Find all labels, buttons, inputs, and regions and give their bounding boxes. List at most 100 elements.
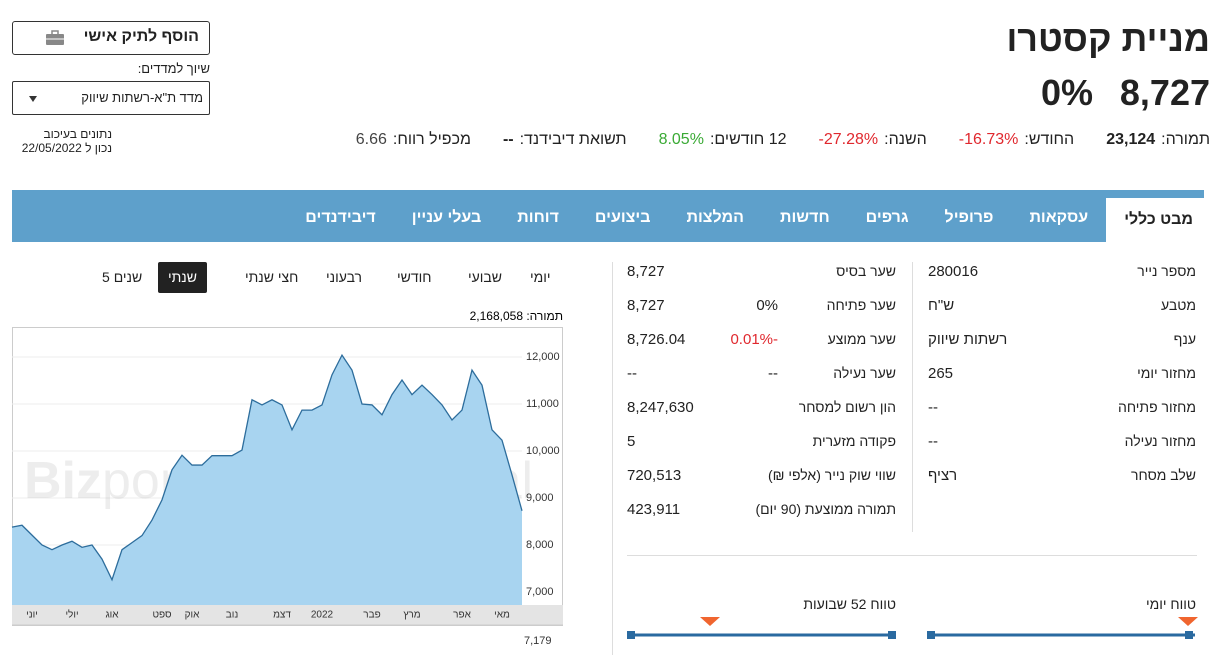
info-value: 720,513 bbox=[627, 467, 682, 484]
y-tick-label: 8,000 bbox=[526, 539, 554, 551]
info-value: -- bbox=[928, 433, 938, 450]
x-tick-label: מאי bbox=[494, 610, 510, 621]
tab[interactable]: דיבידנדים bbox=[305, 209, 376, 226]
info-label: מספר נייר bbox=[1137, 263, 1196, 279]
info-value: 8,727 bbox=[627, 263, 665, 280]
info-value: רשתות שיווק bbox=[928, 331, 1008, 348]
y-tick-label: 12,000 bbox=[526, 351, 560, 363]
stat-label: החודש: bbox=[1024, 131, 1075, 148]
info-change: 0.01%- bbox=[730, 331, 778, 348]
x-tick-label: דצמ bbox=[273, 610, 291, 621]
delay-note: נתונים בעיכוב bbox=[43, 127, 113, 141]
x-tick-label: נוב bbox=[226, 610, 239, 621]
info-label: שער נעילה bbox=[833, 365, 896, 381]
y-tick-label: 10,000 bbox=[526, 445, 560, 457]
info-change: 0% bbox=[756, 297, 778, 314]
info-value: -- bbox=[928, 399, 938, 416]
stat-label: 12 חודשים: bbox=[709, 131, 787, 148]
divider bbox=[912, 262, 913, 532]
stat-value: -- bbox=[502, 131, 514, 148]
tab[interactable]: פרופיל bbox=[944, 209, 994, 226]
watermark-bold: Biz bbox=[24, 452, 102, 510]
tab[interactable]: ביצועים bbox=[594, 209, 651, 226]
price-line bbox=[11, 353, 523, 582]
period-button[interactable]: חודשי bbox=[397, 269, 432, 285]
info-value: 8,726.04 bbox=[627, 331, 686, 348]
info-label: שווי שוק נייר (אלפי ₪) bbox=[767, 467, 896, 483]
info-value: 265 bbox=[928, 365, 954, 382]
info-value: 8,247,630 bbox=[627, 399, 694, 416]
turnover-label: תמורה: 2,168,058 bbox=[470, 309, 563, 323]
tab[interactable]: דוחות bbox=[517, 209, 559, 226]
stat-item: מכפיל רווח: 6.66 bbox=[350, 131, 471, 149]
period-button[interactable]: שבועי bbox=[468, 269, 503, 285]
info-value: רציף bbox=[928, 467, 958, 484]
tab[interactable]: מבט כללי bbox=[1106, 198, 1211, 242]
x-tick-label: יולי bbox=[65, 609, 78, 621]
stat-item: 12 חודשים: 8.05% bbox=[653, 131, 787, 149]
stat-label: השנה: bbox=[884, 131, 927, 148]
x-tick-label: ספט bbox=[152, 610, 172, 621]
price-change: 0% bbox=[1040, 72, 1093, 113]
price: 8,727 bbox=[1119, 72, 1210, 113]
divider bbox=[612, 262, 613, 655]
stat-label: תמורה: bbox=[1161, 131, 1210, 148]
info-value: -- bbox=[627, 365, 637, 382]
info-value: 5 bbox=[627, 433, 636, 450]
period-button[interactable]: יומי bbox=[530, 269, 551, 285]
info-label: מחזור פתיחה bbox=[1117, 399, 1196, 415]
stats-row: תמורה: 23,124 החודש: -16.73% השנה: -27.28% 12 … bbox=[350, 131, 1210, 149]
stat-label: תשואת דיבידנד: bbox=[519, 131, 627, 148]
period-button[interactable]: רבעוני bbox=[326, 269, 363, 285]
range-bars bbox=[627, 617, 1198, 639]
y-tick-label: 11,000 bbox=[526, 398, 559, 410]
info-label: תמורה ממוצעת (90 יום) bbox=[755, 501, 896, 517]
as-of-date: נכון ל 22/05/2022 bbox=[21, 141, 112, 155]
week52-range-label: טווח 52 שבועות bbox=[803, 596, 896, 612]
tab[interactable]: בעלי עניין bbox=[411, 209, 482, 226]
volume-label: 7,179 bbox=[524, 635, 552, 647]
x-tick-label: 2022 bbox=[311, 610, 334, 621]
info-label: שלב מסחר bbox=[1131, 467, 1196, 483]
x-tick-label: יוני bbox=[26, 610, 38, 621]
x-tick-label: אוג bbox=[105, 610, 119, 621]
price-chart: תמורה: 2,168,058 7,000 8,000 9,000 10,000 11,… bbox=[11, 309, 563, 647]
info-label: מחזור יומי bbox=[1137, 365, 1196, 381]
index-select[interactable]: מדד ת"א-רשתות שיווק bbox=[12, 81, 210, 115]
tab[interactable]: חדשות bbox=[779, 209, 830, 226]
stat-item: החודש: -16.73% bbox=[953, 131, 1074, 149]
x-tick-label: מרץ bbox=[403, 610, 420, 621]
add-portfolio-button[interactable]: הוסף לתיק אישי bbox=[12, 21, 210, 55]
stat-value: 6.66 bbox=[355, 131, 387, 148]
x-tick-label: אוק bbox=[185, 610, 200, 621]
y-tick-label: 7,000 bbox=[526, 586, 554, 598]
info-value: 423,911 bbox=[627, 501, 681, 518]
tab[interactable]: עסקאות bbox=[1029, 209, 1089, 226]
divider bbox=[627, 555, 1197, 556]
info-label: מטבע bbox=[1161, 297, 1196, 313]
stat-item: תמורה: 23,124 bbox=[1100, 131, 1210, 149]
info-value: ש"ח bbox=[928, 297, 955, 314]
price-area bbox=[12, 355, 522, 605]
stat-item: תשואת דיבידנד: -- bbox=[497, 131, 627, 149]
period-button[interactable]: 5 שנים bbox=[102, 269, 143, 285]
stat-label: מכפיל רווח: bbox=[392, 131, 471, 148]
x-tick-label: אפר bbox=[453, 610, 471, 621]
daily-range-label: טווח יומי bbox=[1145, 596, 1196, 612]
period-button[interactable]: שנתי bbox=[158, 262, 207, 293]
period-button[interactable]: חצי שנתי bbox=[245, 269, 299, 285]
info-label: מחזור נעילה bbox=[1124, 433, 1196, 449]
info-label: ענף bbox=[1173, 331, 1196, 347]
stat-value: -27.28% bbox=[818, 131, 879, 148]
tab[interactable]: גרפים bbox=[865, 209, 909, 226]
index-select-text: מדד ת"א-רשתות שיווק bbox=[81, 90, 203, 105]
stat-item: השנה: -27.28% bbox=[813, 131, 927, 149]
info-label: הון רשום למסחר bbox=[798, 399, 896, 415]
x-axis-band bbox=[12, 605, 563, 625]
tab[interactable]: המלצות bbox=[686, 209, 744, 226]
y-tick-label: 9,000 bbox=[526, 492, 554, 504]
info-label: שער פתיחה bbox=[826, 297, 896, 313]
tab-bar: מבט כללי עסקאות פרופיל גרפים חדשות המלצות ביצו… bbox=[12, 190, 1211, 242]
dropdown-arrow bbox=[29, 96, 37, 102]
